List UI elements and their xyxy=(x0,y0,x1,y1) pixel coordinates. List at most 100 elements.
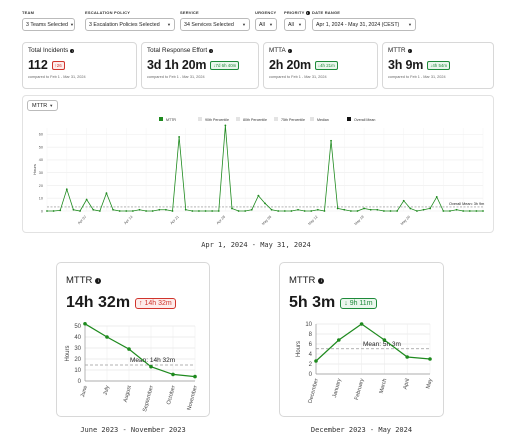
y-tick-label: 10 xyxy=(305,322,312,328)
urgency-select[interactable]: All ▼ xyxy=(255,18,277,31)
card-title: Total Response Effort i xyxy=(147,47,253,54)
x-tick-label: September xyxy=(142,385,155,413)
legend-label: Overall Mean xyxy=(354,118,375,122)
data-point xyxy=(343,208,346,211)
data-point xyxy=(316,208,319,211)
data-point xyxy=(65,188,68,191)
chevron-down-icon: ▼ xyxy=(408,22,412,27)
arrow-up-icon: ↑ xyxy=(54,62,57,68)
data-point xyxy=(193,374,197,379)
data-point xyxy=(389,210,392,212)
card-value: 3d 1h 20m xyxy=(147,58,207,72)
mean-label: Mean: 14h 32m xyxy=(130,357,175,364)
y-tick-label: 2 xyxy=(309,362,313,368)
legend-label: 75th Percentile xyxy=(281,118,305,122)
data-point xyxy=(297,208,299,211)
chevron-down-icon: ▼ xyxy=(49,103,54,108)
info-icon: i xyxy=(318,277,325,284)
chevron-down-icon: ▼ xyxy=(298,22,302,27)
data-point xyxy=(416,210,418,212)
legend-swatch xyxy=(159,117,163,121)
data-point xyxy=(422,208,425,211)
x-tick-label: August xyxy=(123,385,133,404)
card-value: 112 xyxy=(28,58,48,72)
small-card-title: MTTR i xyxy=(66,275,102,286)
y-axis-label: Hours xyxy=(65,345,71,361)
service-filter-label: SERVICE xyxy=(180,10,199,15)
x-tick-label: October xyxy=(166,385,177,406)
legend-label: MTTR xyxy=(166,118,176,122)
data-point xyxy=(303,210,306,212)
escalation-select[interactable]: 3 Escalation Policies Selected ▼ xyxy=(85,18,175,31)
y-tick-label: 10 xyxy=(74,368,81,374)
data-point xyxy=(184,208,187,211)
arrow-down-icon: ↓ xyxy=(344,299,348,307)
data-point xyxy=(310,210,313,212)
y-tick-label: 40 xyxy=(74,335,81,341)
data-point xyxy=(290,210,293,212)
data-point xyxy=(359,322,364,326)
daterange-filter: DATE RANGE Apr 1, 2024 - May 31, 2024 (C… xyxy=(312,10,416,31)
info-icon: i xyxy=(95,277,102,284)
data-point xyxy=(59,209,62,212)
urgency-label-text: URGENCY xyxy=(255,10,277,15)
urgency-select-value: All xyxy=(259,21,265,28)
data-point xyxy=(270,208,273,211)
daterange-select[interactable]: Apr 1, 2024 - May 31, 2024 (CEST) ▼ xyxy=(312,18,416,31)
metric-select[interactable]: MTTR ▼ xyxy=(27,100,59,111)
x-tick-label: February xyxy=(354,378,366,401)
card-comparison: compared to Feb 1 - Mar 31, 2024 xyxy=(269,75,327,79)
team-filter-label: TEAM xyxy=(22,10,35,15)
legend-label: 90th Percentile xyxy=(205,118,229,122)
urgency-filter: URGENCY All ▼ xyxy=(255,10,277,31)
data-point xyxy=(191,210,194,212)
card-comparison: compared to Feb 1 - Mar 31, 2024 xyxy=(147,75,205,79)
delta-text: 4h 54m xyxy=(432,62,447,68)
priority-select[interactable]: All ▼ xyxy=(284,18,306,31)
x-tick-label: January xyxy=(332,378,343,399)
small-card-title: MTTR i xyxy=(289,275,325,286)
x-tick-label: Apr 14 xyxy=(123,215,133,225)
team-select[interactable]: 3 Teams Selected ▼ xyxy=(22,18,75,31)
service-select[interactable]: 34 Services Selected ▼ xyxy=(180,18,250,31)
data-point xyxy=(171,372,175,377)
y-tick-label: 60 xyxy=(39,133,43,137)
data-point xyxy=(369,208,372,211)
data-point xyxy=(405,355,409,359)
right-chart-caption: December 2023 - May 2024 xyxy=(310,426,413,434)
mttr-main-chart-panel: MTTR ▼ MTTR 90th Percentile 80th Percentile… xyxy=(22,95,494,233)
team-select-value: 3 Teams Selected xyxy=(26,21,69,28)
card-title-text: MTTR xyxy=(388,47,406,54)
delta-badge: ↑26 xyxy=(51,60,65,70)
mttr-card: MTTR i 3h 9m ↓4h 54m compared to Feb 1 - … xyxy=(382,42,494,89)
x-tick-label: May 05 xyxy=(261,215,272,226)
chevron-down-icon: ▼ xyxy=(242,22,246,27)
mean-label: Overall Mean: 3h 9m xyxy=(449,202,484,206)
info-icon: i xyxy=(209,48,214,53)
card-comparison: compared to Feb 1 - Mar 31, 2024 xyxy=(388,75,446,79)
arrow-down-icon: ↓ xyxy=(213,62,216,68)
data-point xyxy=(442,210,445,212)
data-point xyxy=(204,210,207,212)
delta-badge: ↑ 14h 32m xyxy=(135,297,176,309)
y-tick-label: 8 xyxy=(309,332,313,338)
data-point xyxy=(178,136,181,138)
escalation-filter: ESCALATION POLICY 3 Escalation Policies … xyxy=(85,10,175,31)
data-point xyxy=(250,208,253,211)
chevron-down-icon: ▼ xyxy=(167,22,171,27)
card-comparison: compared to Feb 1 - Mar 31, 2024 xyxy=(28,75,86,79)
x-tick-label: November xyxy=(187,385,199,411)
x-tick-label: Apr 28 xyxy=(216,215,226,225)
data-point xyxy=(402,199,405,202)
mean-label: Mean: 5h 3m xyxy=(363,341,401,348)
y-tick-label: 0 xyxy=(309,372,313,378)
data-point xyxy=(158,208,161,211)
data-point xyxy=(462,210,465,212)
data-point xyxy=(482,210,484,212)
data-point xyxy=(72,208,75,211)
data-point xyxy=(468,210,471,212)
metric-select-value: MTTR xyxy=(32,102,48,109)
data-point xyxy=(98,210,101,212)
delta-badge: ↓ 9h 11m xyxy=(340,297,377,309)
service-filter: SERVICE 34 Services Selected ▼ xyxy=(180,10,250,31)
